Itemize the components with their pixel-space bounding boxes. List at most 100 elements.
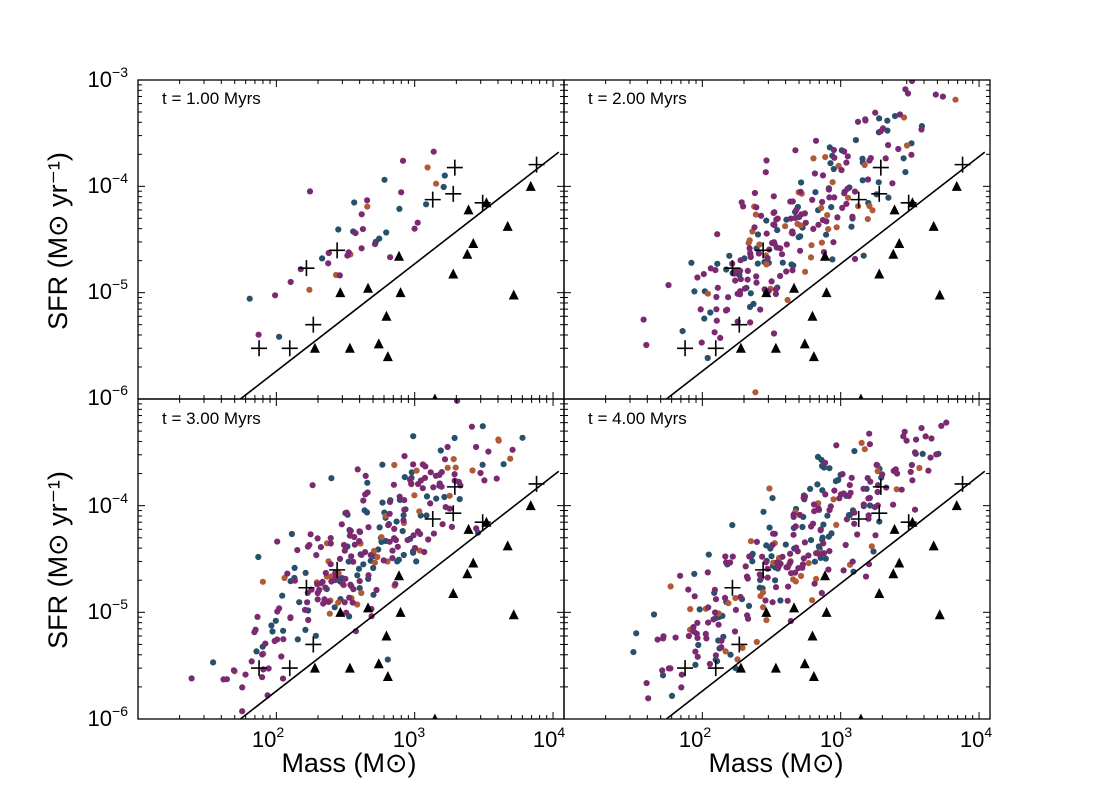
purple-dot [792,523,799,530]
orange-dot [805,560,812,567]
blue-dot [807,537,815,544]
purple-dot [387,254,394,261]
blue-dot [726,252,733,259]
triangle-marker [373,658,384,669]
orange-dot [874,468,881,475]
triangle-marker [761,606,772,617]
purple-dot [493,475,500,482]
blue-dot [288,530,295,538]
purple-dot [309,482,316,489]
purple-dot [442,504,449,511]
y-tick-label-bottom-1e-4: 10−4 [88,490,129,518]
blue-dot [650,611,658,618]
purple-dot [386,510,393,517]
purple-dot [430,148,437,155]
orange-dot [807,254,815,261]
orange-dot [861,446,868,453]
blue-dot [210,659,217,666]
purple-dot [239,708,246,715]
orange-dot [450,456,457,463]
x-tick-label-left-1e3: 103 [393,724,425,752]
purple-dot [860,501,867,508]
purple-dot [685,586,692,593]
purple-dot [667,665,674,672]
orange-dot [782,223,789,230]
blue-dot [413,558,420,565]
purple-dot [789,267,796,274]
blue-dot [668,692,676,700]
purple-dot [317,544,324,551]
cross-marker [329,561,346,578]
y-axis-label-bottom: SFR (M⊙ yr⁻¹) [43,471,73,649]
blue-dot [729,522,736,529]
blue-dot [822,555,829,562]
purple-dot [325,598,332,606]
purple-dot [350,586,357,593]
purple-dot [252,626,259,633]
purple-dot [410,532,417,539]
purple-dot [808,523,815,530]
purple-dot [762,169,769,176]
purple-dot [712,652,720,659]
purple-dot [785,583,792,590]
purple-dot [712,267,719,274]
blue-dot [633,630,640,637]
purple-dot [417,477,424,484]
cross-marker [850,191,867,208]
blue-dot [763,542,770,549]
purple-dot [351,541,358,548]
purple-dot [787,559,794,566]
panel-title-3: t = 3.00 Myrs [162,409,261,428]
purple-dot [787,550,794,557]
blue-dot [360,561,367,568]
cross-marker [954,475,971,492]
purple-dot [866,494,874,501]
x-axis-label-left: Mass (M⊙) [281,748,416,778]
triangle-marker [525,500,536,511]
purple-dot [902,86,909,93]
purple-dot [784,597,791,604]
purple-dot [908,80,916,85]
purple-dot [314,535,321,542]
blue-dot [383,229,390,236]
cross-marker [755,242,772,259]
purple-dot [744,267,751,274]
purple-dot [811,580,818,587]
purple-dot [287,278,294,286]
triangle-marker [799,658,810,669]
purple-dot [826,194,833,201]
cross-marker [528,156,545,173]
purple-dot [356,578,363,585]
reference-line [239,470,560,719]
blue-dot [799,523,806,531]
cross-marker [872,478,889,495]
y-tick-label-top-1e-6: 10−6 [88,382,129,410]
purple-dot [747,250,754,258]
blue-dot [379,499,386,506]
blue-dot [870,548,877,555]
blue-dot [723,266,730,273]
orange-dot [725,600,732,607]
purple-dot [851,520,858,527]
purple-dot [188,675,195,682]
blue-dot [351,199,358,206]
orange-dot [734,656,741,663]
purple-dot [411,544,419,552]
purple-dot [254,613,261,621]
blue-dot [268,622,275,629]
cross-marker [850,510,867,527]
purple-dot [789,228,796,235]
blue-dot [749,558,756,565]
orange-dot [868,543,875,550]
purple-dot [392,581,399,588]
purple-dot [358,211,365,218]
blue-dot [798,179,805,186]
purple-dot [325,249,332,257]
purple-dot [694,619,701,627]
orange-dot [802,268,809,275]
purple-dot [772,286,780,293]
blue-dot [440,183,447,191]
purple-dot [797,188,804,195]
purple-dot [777,245,784,252]
triangle-marker [888,248,899,259]
